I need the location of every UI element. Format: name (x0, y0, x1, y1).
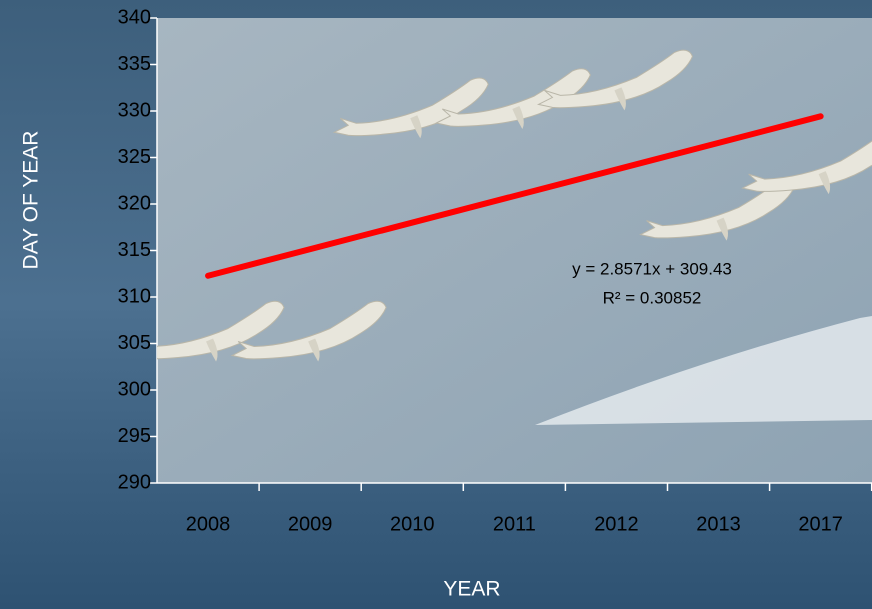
y-tick-label: 300 (118, 378, 151, 400)
x-tick-label: 2010 (390, 513, 435, 535)
y-axis-title: DAY OF YEAR (20, 131, 43, 270)
y-tick-label: 295 (118, 425, 151, 447)
whale-marker (230, 300, 387, 362)
x-tick-label: 2011 (493, 513, 536, 535)
y-tick-label: 290 (118, 471, 151, 493)
x-tick-label: 2013 (696, 513, 741, 535)
whale-fin (512, 106, 524, 129)
whale-body (332, 77, 489, 137)
whale-fin (308, 338, 320, 362)
whale-body (157, 300, 285, 360)
whale-marker (157, 300, 285, 362)
markers (157, 49, 872, 362)
x-tick-label: 2009 (288, 513, 333, 535)
background-whale (535, 316, 872, 425)
whale-marker (741, 140, 872, 195)
trendline (205, 113, 824, 279)
y-tick-label: 310 (118, 285, 151, 307)
trendline-r2: R² = 0.30852 (603, 288, 702, 307)
x-tick-label: 2012 (594, 513, 639, 535)
trendline-equation: y = 2.8571x + 309.43 (572, 259, 732, 278)
y-tick-label: 305 (118, 332, 151, 354)
y-tick-label: 325 (118, 146, 151, 168)
whale-marker (536, 49, 693, 111)
plot-layer: 290 295 300 305 310 315 320 325 330 335 340 2008 200… (118, 6, 872, 535)
y-tick-label: 320 (118, 192, 151, 214)
x-tick-label: 2017 (798, 513, 843, 535)
whale-fin (614, 87, 626, 111)
whale-body (741, 140, 872, 192)
y-tick-label: 315 (118, 239, 151, 261)
whale-marker (332, 77, 489, 139)
y-tick-label: 330 (118, 99, 151, 121)
x-tick-label: 2008 (186, 513, 231, 535)
whale-fin (716, 217, 729, 241)
whale-fin (206, 338, 218, 362)
x-axis-title: YEAR (443, 578, 500, 601)
whale-body (536, 49, 693, 109)
whale-fin (818, 171, 831, 195)
whale-fin (410, 115, 422, 139)
y-tick-label: 340 (118, 6, 151, 28)
whale-body (230, 300, 387, 360)
y-tick-label: 335 (118, 53, 151, 75)
